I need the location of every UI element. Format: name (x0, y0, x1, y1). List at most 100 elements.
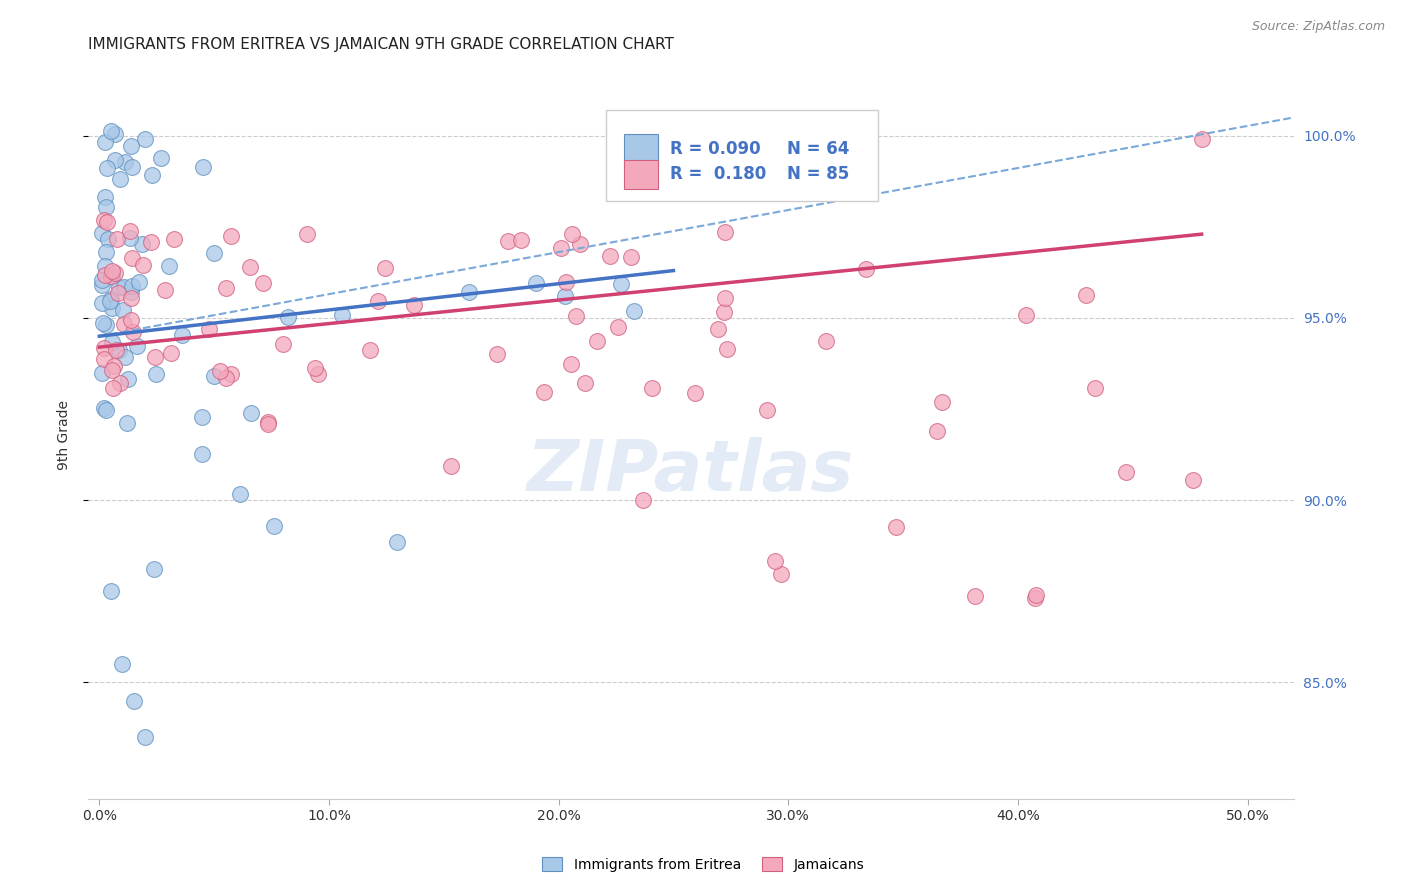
Point (96, 244, 118, 259)
Point (160, 346, 183, 360)
Point (141, 168, 163, 182)
Point (101, 263, 124, 277)
Point (631, 492, 654, 507)
Y-axis label: 9th Grade: 9th Grade (58, 400, 72, 469)
Point (524, 276, 547, 290)
Point (277, 310, 299, 324)
Point (1074, 287, 1097, 301)
Point (101, 268, 124, 283)
Point (93, 213, 115, 227)
Point (240, 406, 263, 420)
Point (1025, 588, 1047, 602)
Point (560, 357, 582, 371)
Point (683, 386, 706, 401)
Point (271, 336, 294, 351)
Point (100, 584, 122, 599)
Point (1115, 465, 1137, 479)
Point (219, 229, 242, 244)
FancyBboxPatch shape (624, 135, 658, 163)
Point (134, 730, 156, 744)
Point (100, 292, 122, 306)
Point (716, 342, 738, 356)
Point (163, 232, 186, 246)
Point (104, 266, 127, 280)
Point (565, 309, 588, 323)
Point (568, 236, 591, 251)
Point (855, 262, 877, 277)
Point (1014, 308, 1036, 322)
Point (485, 346, 508, 360)
Point (105, 232, 128, 246)
Point (93, 259, 115, 273)
Point (1084, 381, 1107, 395)
Legend: Immigrants from Eritrea, Jamaicans: Immigrants from Eritrea, Jamaicans (537, 853, 869, 876)
Point (555, 276, 578, 290)
Point (374, 260, 396, 275)
Point (120, 313, 142, 327)
Point (561, 227, 583, 241)
Point (191, 160, 214, 174)
Point (110, 171, 132, 186)
Point (257, 417, 280, 432)
Point (134, 132, 156, 146)
Text: R = 0.090: R = 0.090 (671, 140, 761, 158)
Point (96, 215, 118, 229)
Point (91, 316, 114, 330)
Point (121, 251, 143, 265)
Point (94, 135, 117, 149)
Point (190, 447, 212, 461)
Text: Source: ZipAtlas.com: Source: ZipAtlas.com (1251, 20, 1385, 33)
Point (755, 402, 778, 417)
Point (131, 237, 153, 252)
Point (139, 235, 162, 249)
Point (108, 343, 131, 357)
Point (96, 200, 118, 214)
Point (104, 153, 127, 167)
Point (96, 402, 118, 417)
Point (145, 367, 167, 381)
Point (128, 275, 150, 289)
FancyBboxPatch shape (606, 111, 877, 202)
Point (1181, 473, 1204, 487)
Point (122, 326, 145, 340)
Point (120, 231, 142, 245)
Point (586, 334, 609, 349)
Point (713, 304, 735, 318)
Point (121, 161, 143, 175)
Point (202, 246, 225, 260)
Point (100, 268, 122, 283)
Point (100, 124, 122, 138)
Text: R =  0.180: R = 0.180 (671, 165, 766, 184)
Point (385, 534, 408, 549)
Point (93, 352, 115, 367)
Point (219, 368, 242, 382)
Point (114, 350, 136, 364)
Point (93, 341, 115, 355)
Point (498, 234, 520, 248)
Point (121, 278, 143, 293)
Point (90, 226, 112, 240)
Point (623, 304, 645, 318)
Point (90, 295, 112, 310)
Point (108, 376, 131, 391)
Point (125, 339, 148, 353)
Point (228, 486, 250, 500)
Point (120, 285, 142, 299)
Point (1024, 591, 1046, 605)
Point (101, 363, 124, 377)
Point (143, 562, 166, 576)
Point (191, 409, 214, 424)
Text: N = 85: N = 85 (787, 165, 849, 184)
Point (1191, 132, 1213, 146)
Point (90, 366, 112, 380)
Point (263, 519, 285, 533)
Point (931, 395, 953, 409)
Point (607, 319, 630, 334)
Point (93, 401, 115, 415)
Point (120, 139, 142, 153)
Point (610, 277, 633, 292)
Point (209, 364, 232, 378)
Point (550, 242, 572, 256)
Point (965, 589, 987, 603)
Point (114, 155, 136, 169)
